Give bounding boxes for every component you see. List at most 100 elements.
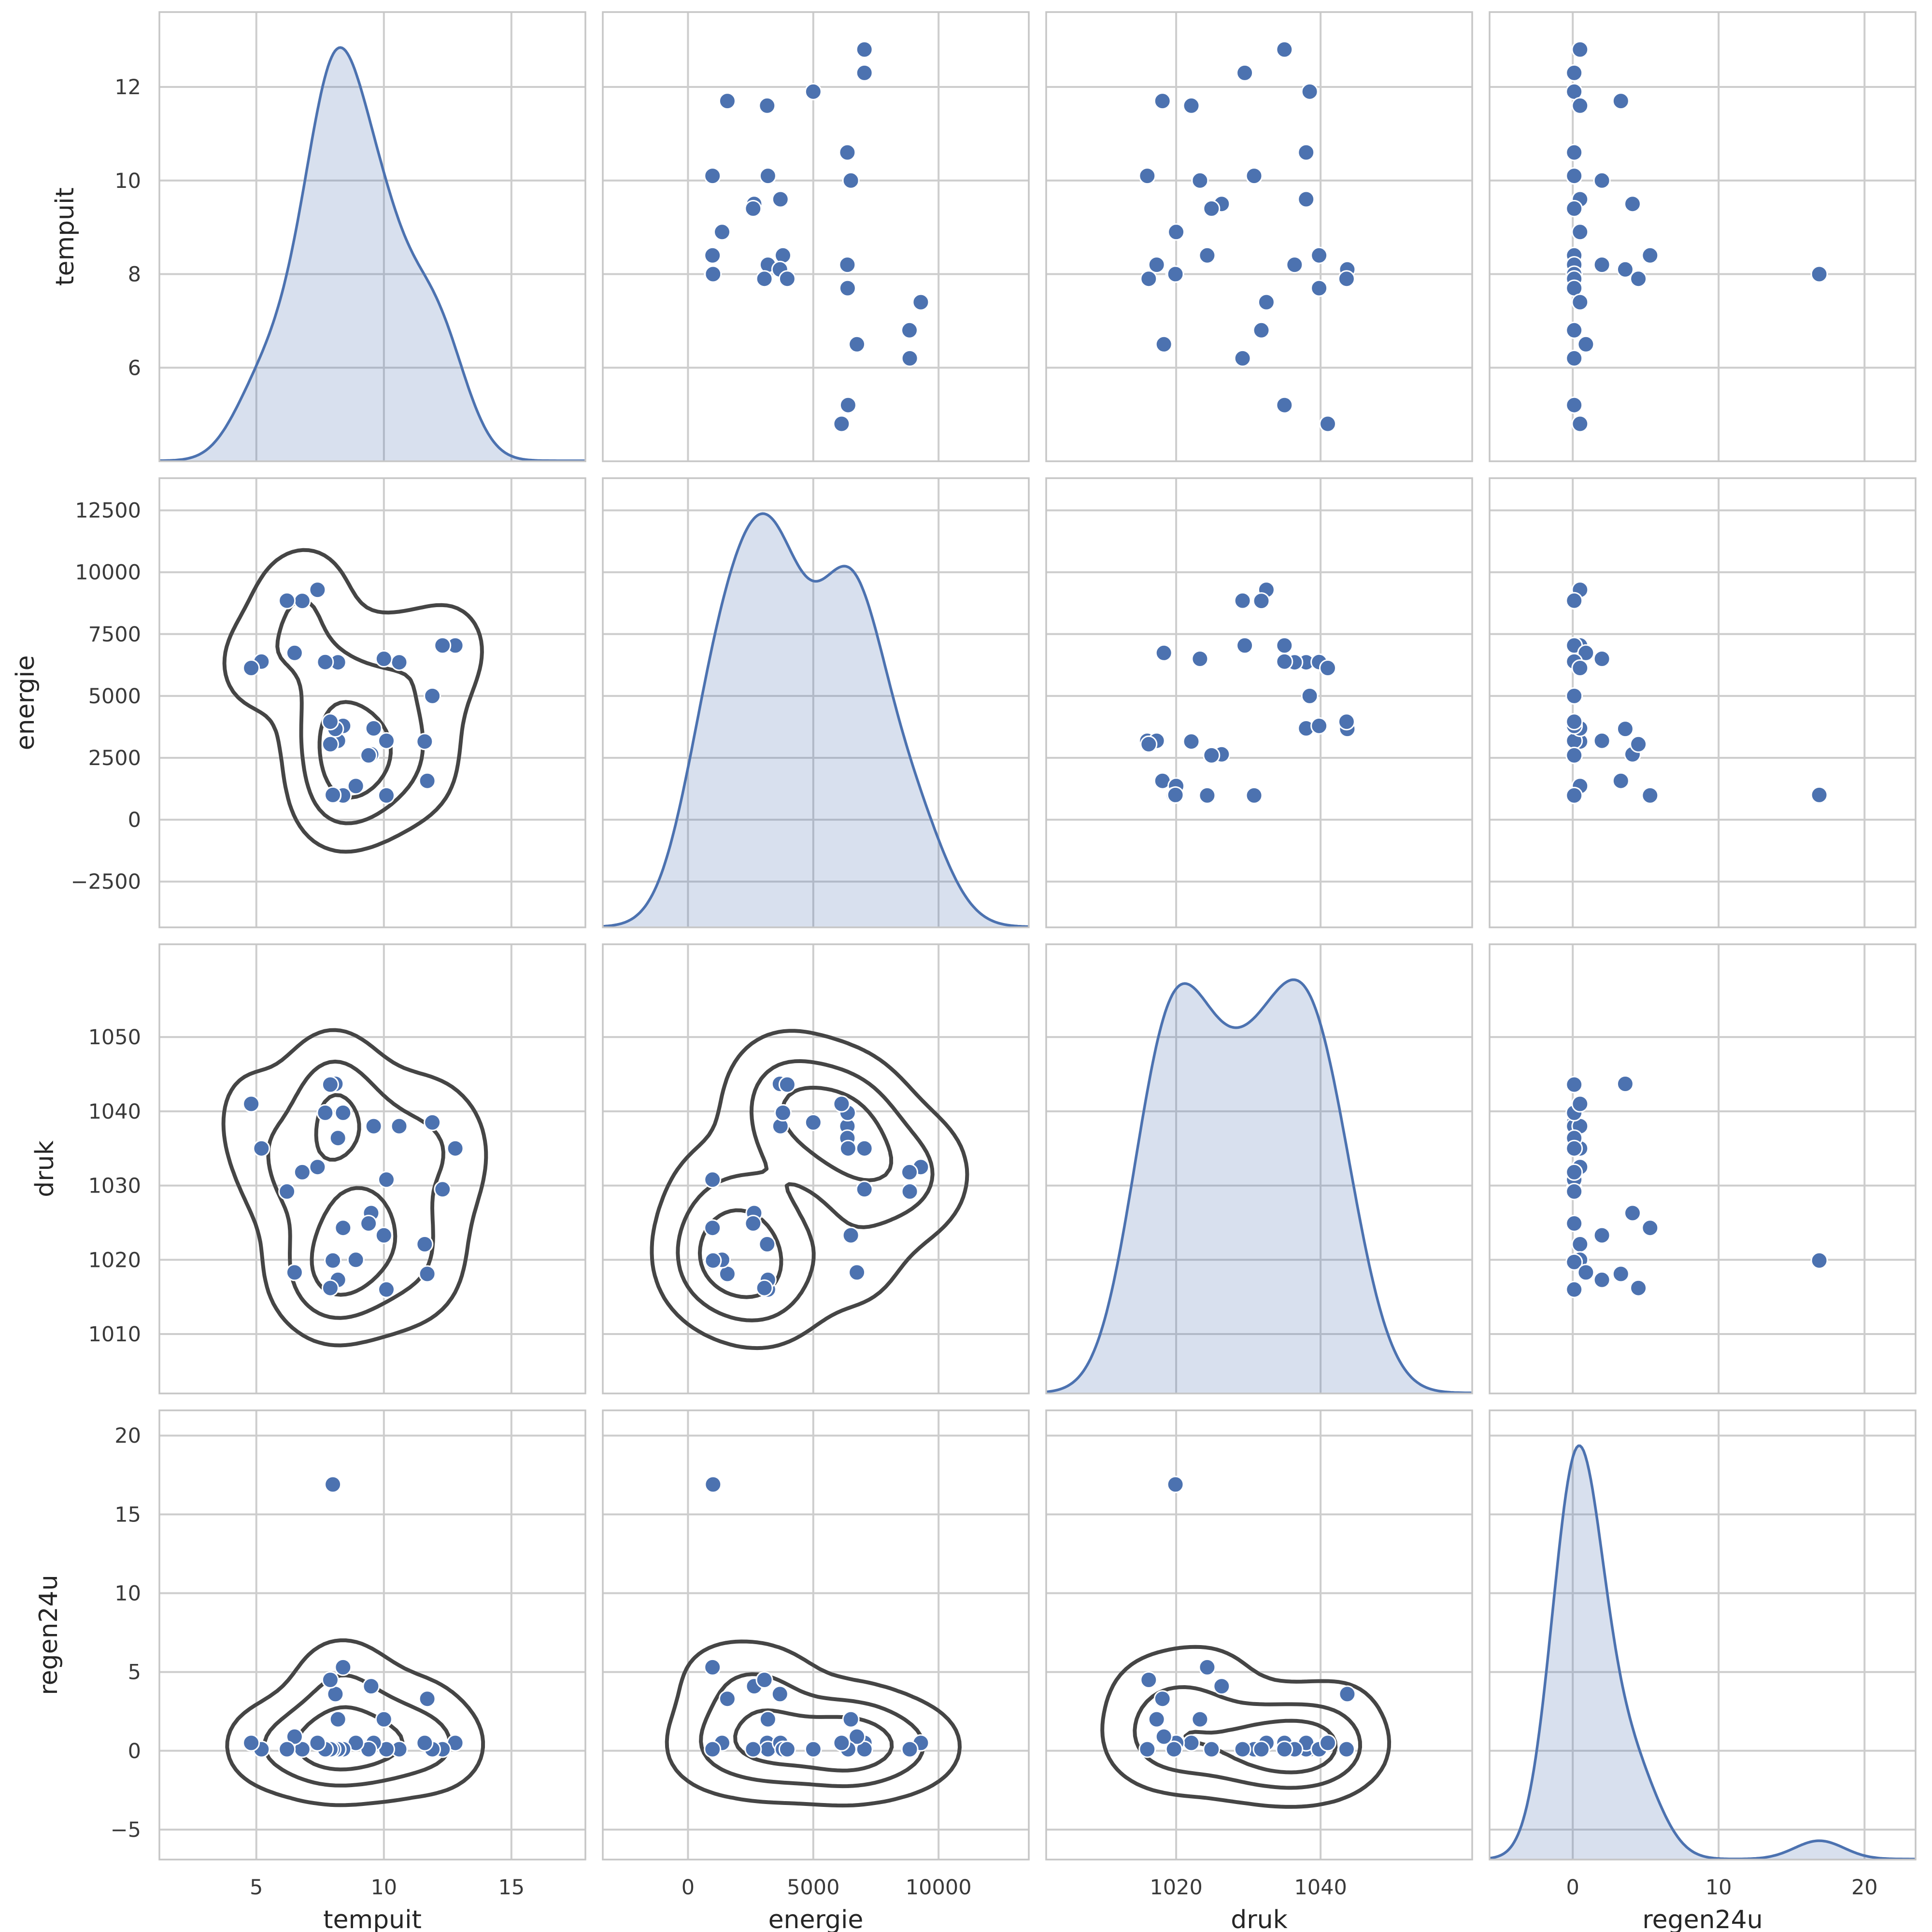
scatter-point xyxy=(1301,687,1319,705)
scatter-point xyxy=(365,720,383,737)
scatter-point xyxy=(1297,143,1315,161)
scatter-point xyxy=(1624,1204,1641,1222)
scatter-point xyxy=(1641,1219,1659,1237)
scatter-point xyxy=(755,270,773,288)
scatter-point xyxy=(324,1251,342,1269)
scatter-point xyxy=(838,279,856,297)
scatter-point xyxy=(378,1280,395,1298)
scatter-point xyxy=(1565,786,1583,804)
scatter-point xyxy=(1571,1095,1589,1113)
scatter-point xyxy=(718,92,736,110)
scatter-point xyxy=(321,1671,339,1689)
scatter-point xyxy=(704,246,722,264)
scatter-point xyxy=(842,1226,860,1244)
x-tick-label: 1020 xyxy=(1150,1875,1202,1900)
scatter-point xyxy=(360,746,378,764)
scatter-point xyxy=(1565,321,1583,339)
scatter-point xyxy=(1191,1710,1209,1728)
scatter-point xyxy=(1577,1264,1595,1281)
x-tick-label: 5000 xyxy=(787,1875,839,1900)
x-tick-label: 10 xyxy=(370,1875,397,1900)
scatter-point xyxy=(1577,335,1595,353)
y-tick-label: 10 xyxy=(114,1582,141,1606)
scatter-point xyxy=(424,687,441,705)
scatter-point xyxy=(718,1690,736,1708)
y-axis-label-regen24u: regen24u xyxy=(34,1575,63,1695)
scatter-point xyxy=(1276,396,1293,414)
scatter-point xyxy=(1593,732,1611,750)
panel-spines xyxy=(158,1409,586,1861)
scatter-layer xyxy=(1138,41,1356,433)
y-tick-label: 7500 xyxy=(88,623,141,647)
scatter-point xyxy=(1276,41,1293,58)
scatter-point xyxy=(1612,92,1630,110)
scatter-point xyxy=(321,735,339,753)
scatter-point xyxy=(242,1095,260,1113)
y-tick-label: 5 xyxy=(128,1661,141,1685)
scatter-point xyxy=(1565,1163,1583,1181)
scatter-layer xyxy=(242,581,464,804)
kde-contour-level xyxy=(665,1639,962,1808)
scatter-point xyxy=(848,335,866,353)
scatter-point xyxy=(329,1710,347,1728)
scatter-point xyxy=(324,786,342,804)
scatter-point xyxy=(755,1279,773,1297)
kde-contour-level xyxy=(225,1638,485,1807)
kde-contour-level xyxy=(310,1093,398,1297)
scatter-layer xyxy=(1138,1476,1356,1758)
scatter-point xyxy=(1166,265,1184,283)
scatter-point xyxy=(1138,167,1156,185)
scatter-point xyxy=(1236,64,1254,82)
scatter-point xyxy=(309,1734,327,1752)
scatter-point xyxy=(278,592,296,610)
scatter-point xyxy=(901,321,918,339)
panel-spines xyxy=(602,943,1030,1394)
x-axis-label-druk: druk xyxy=(1231,1905,1287,1932)
scatter-point xyxy=(1198,786,1216,804)
scatter-point xyxy=(704,1251,722,1269)
scatter-point xyxy=(1155,335,1173,353)
scatter-point xyxy=(1337,713,1355,731)
scatter-point xyxy=(774,246,792,264)
scatter-point xyxy=(293,592,311,610)
y-tick-label: 1020 xyxy=(88,1248,141,1272)
y-tick-label: 12 xyxy=(114,75,141,99)
scatter-point xyxy=(771,1685,789,1703)
scatter-point xyxy=(758,1236,776,1253)
scatter-point xyxy=(1310,246,1328,264)
panel-druk-vs-energie xyxy=(602,943,1030,1394)
panel-druk-vs-druk xyxy=(1045,943,1473,1394)
scatter-point xyxy=(1276,1740,1293,1758)
scatter-point xyxy=(375,1710,393,1728)
scatter-point xyxy=(293,1163,311,1181)
scatter-point xyxy=(759,167,777,185)
scatter-point xyxy=(1630,1279,1648,1297)
scatter-point xyxy=(1630,270,1648,288)
scatter-point xyxy=(1191,171,1209,189)
scatter-point xyxy=(1565,713,1583,731)
scatter-point xyxy=(839,1139,857,1157)
scatter-layer xyxy=(704,41,930,433)
grid-lines xyxy=(159,12,585,461)
panel-energie-vs-energie xyxy=(602,477,1030,928)
scatter-point xyxy=(321,713,339,731)
scatter-layer xyxy=(1565,41,1828,433)
scatter-point xyxy=(774,1104,792,1122)
scatter-point xyxy=(424,1113,441,1131)
x-tick-label: 15 xyxy=(498,1875,525,1900)
scatter-point xyxy=(1571,293,1589,311)
kde-line-regen24u xyxy=(1490,1444,1916,1860)
scatter-point xyxy=(1577,644,1595,662)
scatter-point xyxy=(1616,260,1634,278)
panel-energie-vs-regen24u xyxy=(1489,477,1917,928)
scatter-point xyxy=(1198,246,1216,264)
scatter-point xyxy=(1236,637,1254,654)
scatter-point xyxy=(1565,199,1583,217)
x-tick-label: 0 xyxy=(1566,1875,1579,1900)
scatter-point xyxy=(1245,167,1263,185)
scatter-point xyxy=(1203,1740,1221,1758)
y-tick-label: −2500 xyxy=(71,870,141,894)
panel-spines xyxy=(158,943,586,1394)
panel-spines xyxy=(602,1409,1030,1861)
